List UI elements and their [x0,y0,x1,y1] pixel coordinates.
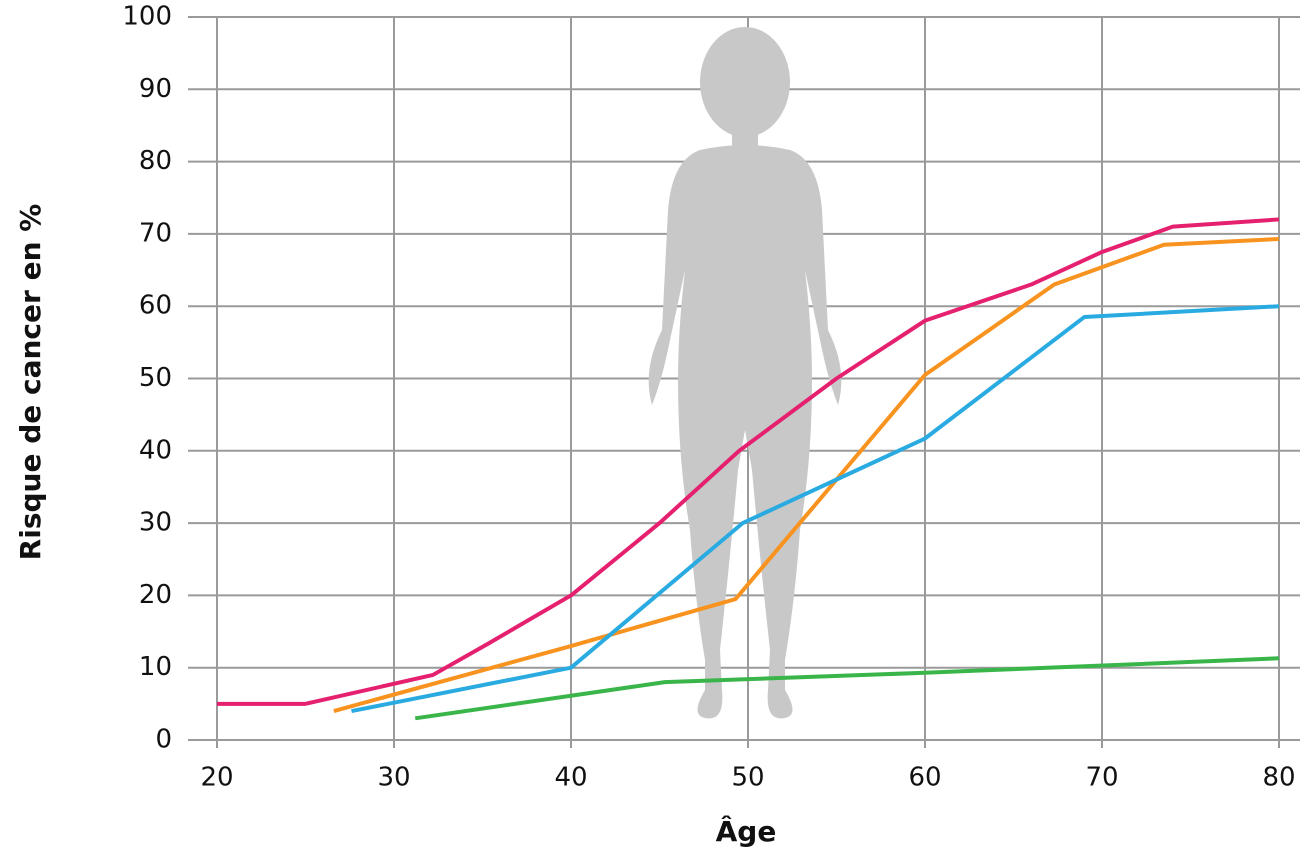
y-tick-label: 40 [139,435,172,465]
y-tick-label: 80 [139,146,172,176]
x-tick-label: 30 [377,763,410,793]
y-tick-label: 0 [155,725,172,755]
x-tick-label: 70 [1085,763,1118,793]
x-tick-label: 80 [1262,763,1295,793]
x-tick-label: 50 [731,763,764,793]
x-axis-title: Âge [716,814,777,848]
y-tick-label: 90 [139,74,172,104]
y-tick-label: 10 [139,652,172,682]
x-tick-label: 60 [908,763,941,793]
y-tick-label: 20 [139,580,172,610]
y-axis-title: Risque de cancer en % [14,204,47,561]
y-tick-label: 60 [139,291,172,321]
y-tick-label: 70 [139,218,172,248]
y-tick-label: 50 [139,363,172,393]
chart: Âge Risque de cancer en % 0 10 20 30 40 50 60 7… [0,0,1306,856]
x-tick-label: 20 [200,763,233,793]
series-line [352,306,1279,711]
x-tick-label: 40 [554,763,587,793]
y-tick-label: 30 [139,508,172,538]
y-tick-label: 100 [122,2,172,32]
